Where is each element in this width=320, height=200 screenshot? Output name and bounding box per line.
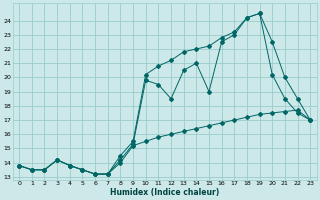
X-axis label: Humidex (Indice chaleur): Humidex (Indice chaleur) bbox=[110, 188, 219, 197]
